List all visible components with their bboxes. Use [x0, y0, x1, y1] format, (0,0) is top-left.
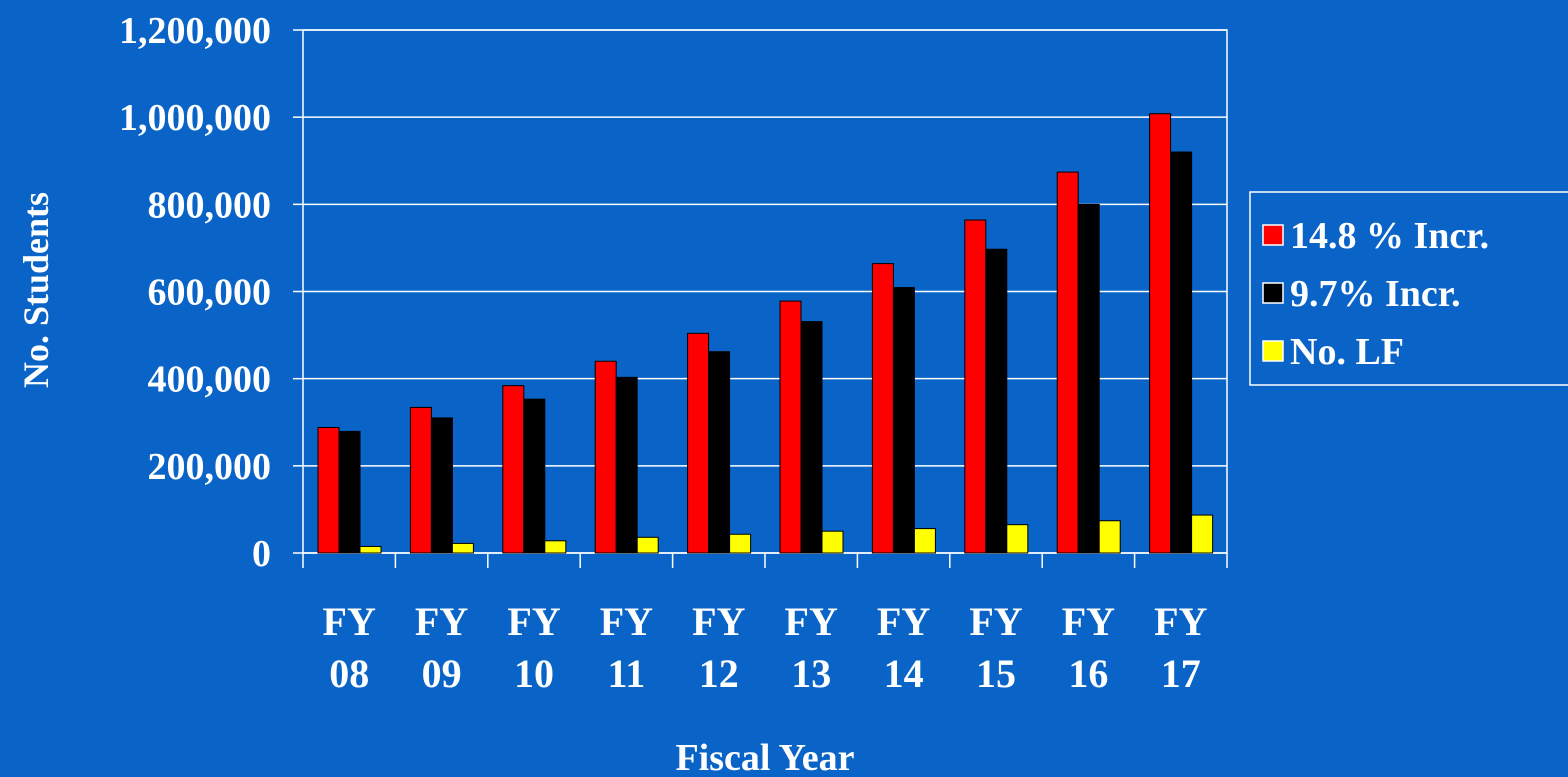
bar [615, 376, 638, 554]
bar [594, 360, 617, 554]
y-tick-label: 0 [252, 533, 271, 575]
x-tick-label: FY 15 [969, 599, 1023, 696]
x-tick-label: FY 12 [692, 599, 746, 696]
legend-label: 14.8 % Incr. [1290, 215, 1489, 257]
legend-box [1249, 191, 1568, 386]
bar [729, 533, 752, 554]
x-tick-label: FY 13 [784, 599, 838, 696]
bar [1098, 520, 1121, 554]
bar [359, 545, 382, 554]
bar [708, 351, 731, 554]
y-tick-label: 1,200,000 [119, 10, 271, 52]
y-axis-label: No. Students [16, 192, 56, 388]
bar [317, 426, 340, 554]
legend-label: 9.7% Incr. [1290, 273, 1461, 315]
bar [502, 385, 525, 554]
bar [779, 300, 802, 554]
bar [985, 248, 1008, 554]
bar [451, 542, 474, 554]
bar [913, 528, 936, 554]
legend-label: No. LF [1290, 331, 1404, 373]
y-tick-label: 1,000,000 [119, 97, 271, 139]
bar [687, 332, 710, 554]
bar [544, 540, 567, 554]
bar [636, 536, 659, 554]
x-tick-label: FY 10 [507, 599, 561, 696]
x-tick-label: FY 08 [322, 599, 376, 696]
y-tick-label: 200,000 [148, 446, 272, 488]
x-tick-label: FY 11 [599, 599, 654, 696]
x-tick-label: FY 14 [876, 599, 931, 696]
legend-swatch [1262, 224, 1284, 246]
bar [871, 263, 894, 554]
legend-swatch [1262, 282, 1284, 304]
bar [1077, 203, 1100, 554]
y-tick-label: 400,000 [148, 359, 272, 401]
bar [430, 417, 453, 554]
bar [1149, 113, 1172, 554]
bar [800, 321, 823, 554]
bar [964, 219, 987, 554]
x-axis-label: Fiscal Year [675, 737, 854, 777]
y-tick-label: 800,000 [148, 184, 272, 226]
bar [1006, 524, 1029, 554]
bar [892, 287, 915, 554]
bar [821, 530, 844, 554]
bar [1056, 171, 1079, 554]
bar [409, 406, 432, 554]
bar [338, 430, 361, 554]
x-tick-label: FY 17 [1154, 599, 1208, 696]
bar [1170, 151, 1193, 554]
bar [1191, 514, 1214, 554]
bar [523, 398, 546, 554]
y-tick-label: 600,000 [148, 272, 272, 314]
legend-swatch [1262, 340, 1284, 362]
x-tick-label: FY 16 [1061, 599, 1116, 696]
x-tick-label: FY 09 [414, 599, 469, 696]
